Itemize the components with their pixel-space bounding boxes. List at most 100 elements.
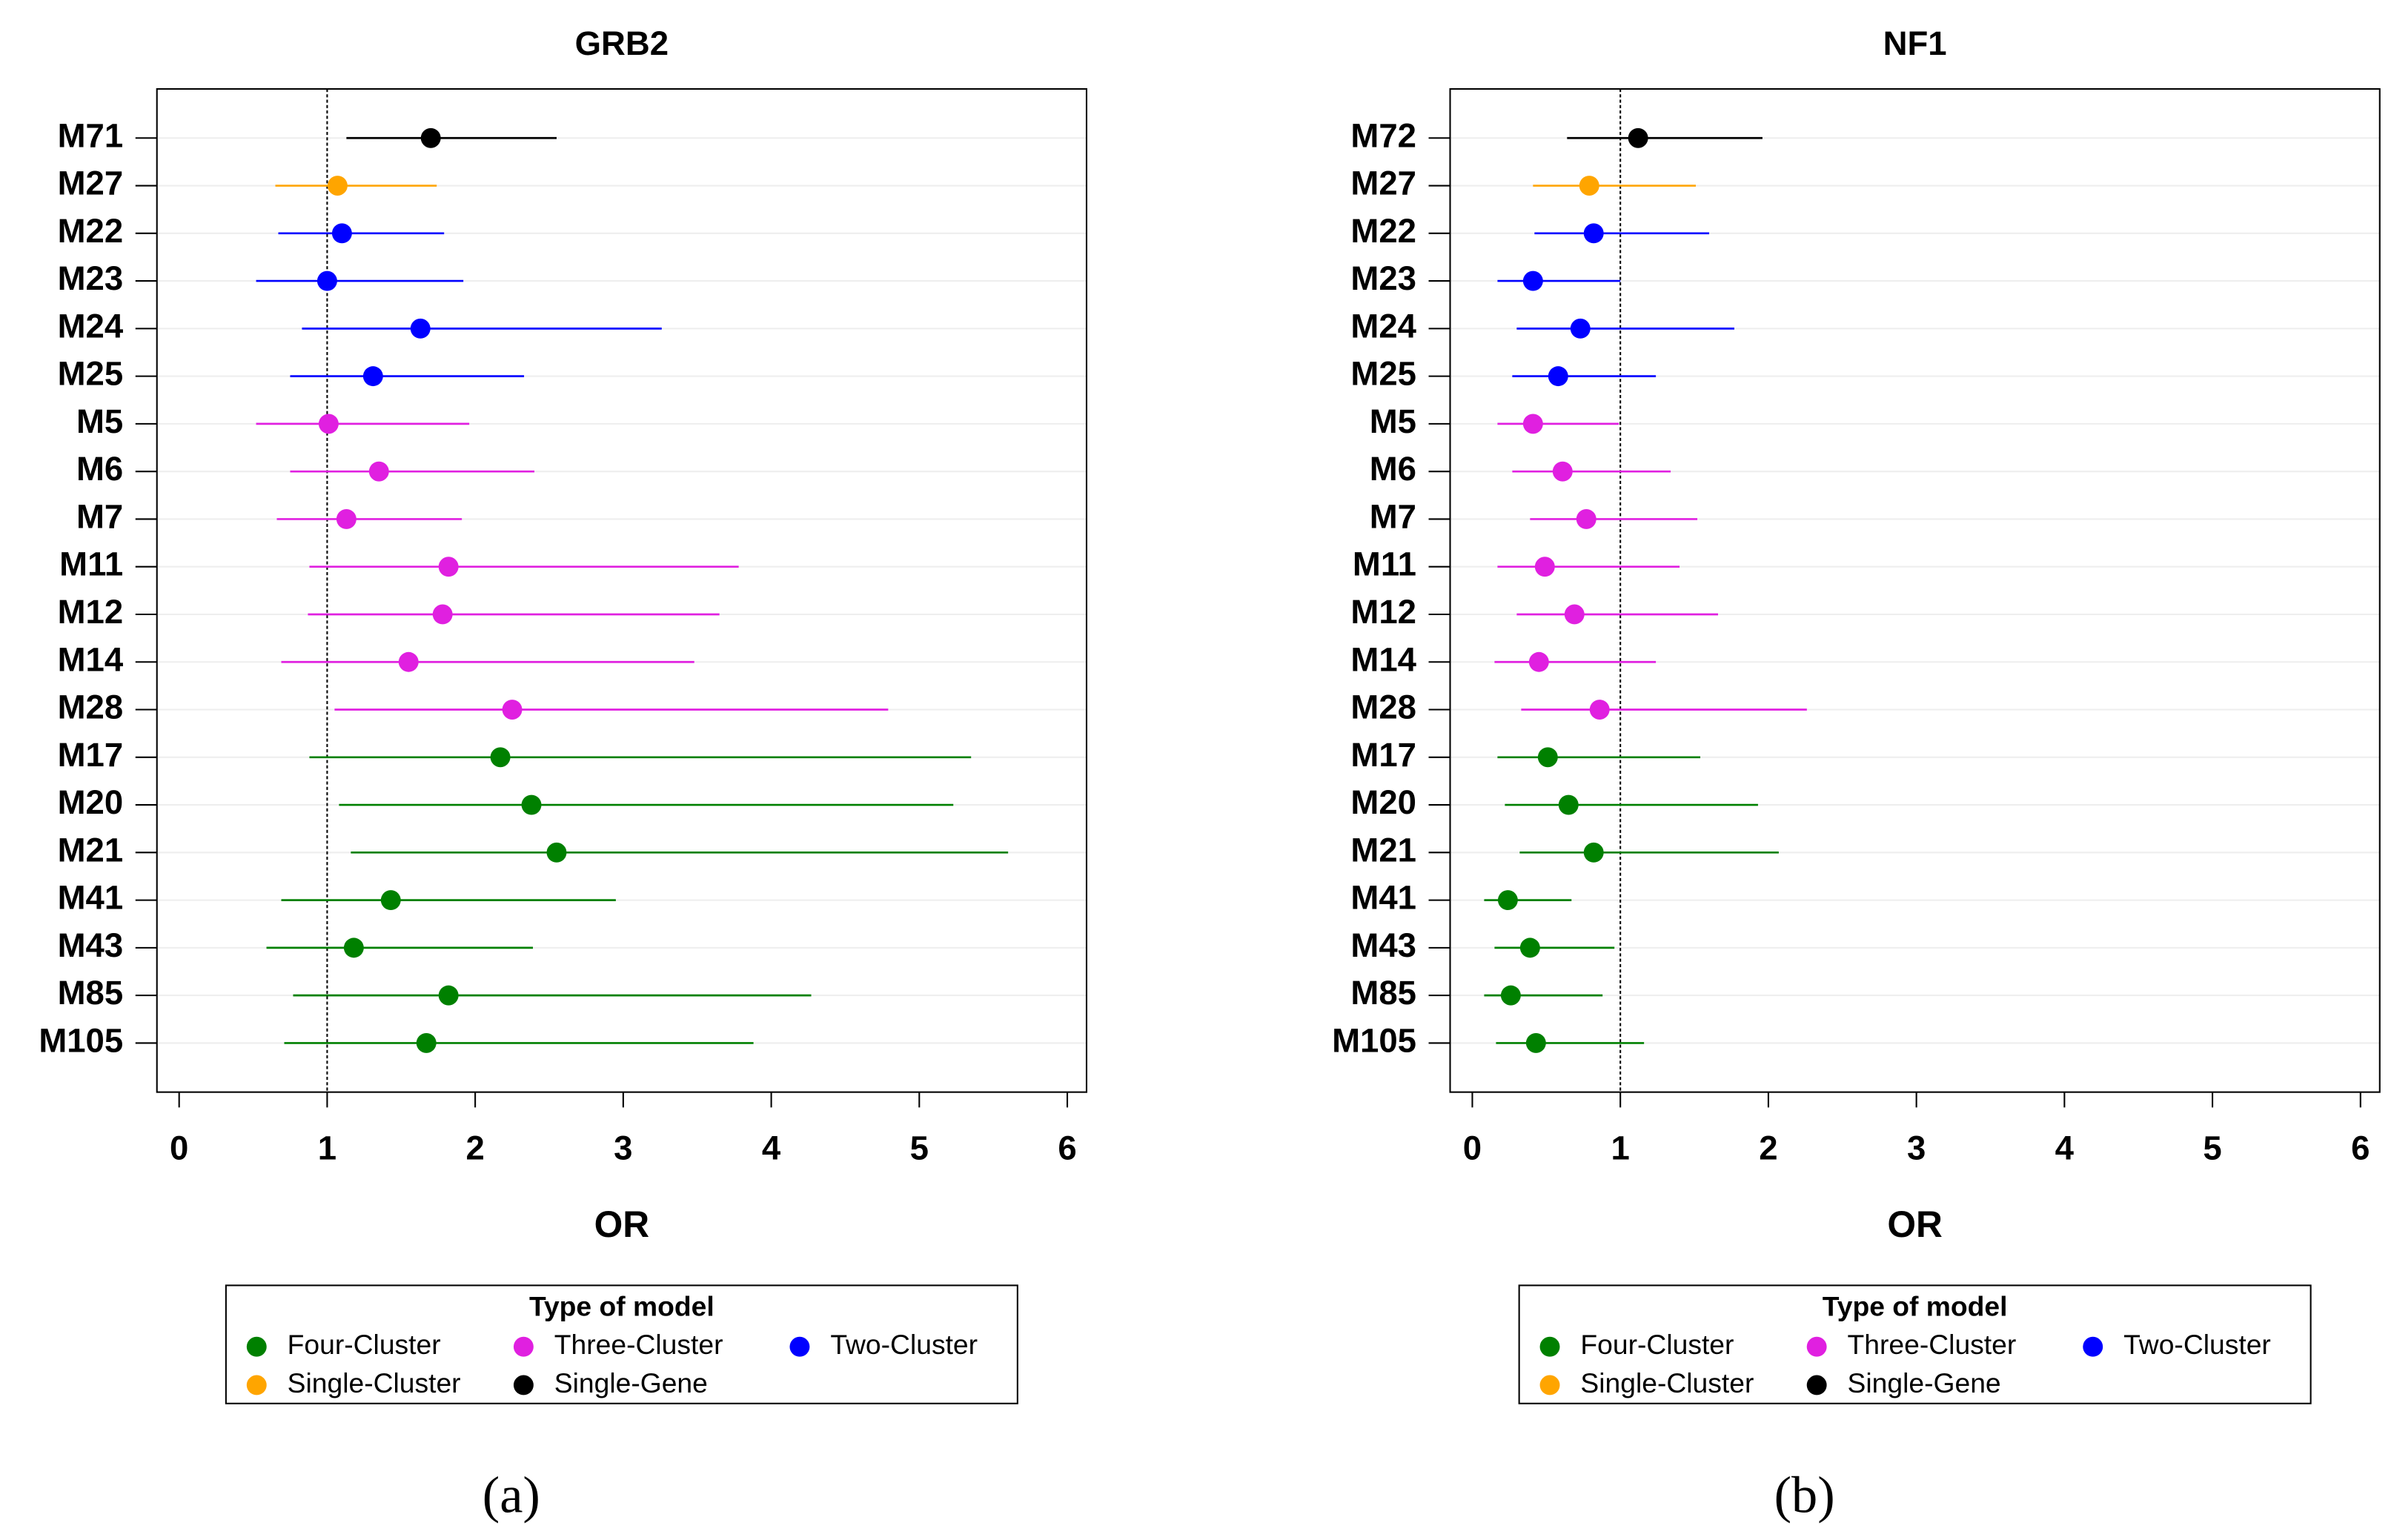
- x-tick-label: 5: [910, 1129, 929, 1166]
- point: [1519, 937, 1540, 958]
- legend-marker: [513, 1375, 534, 1395]
- legend-label: Three-Cluster: [554, 1329, 723, 1360]
- point: [1589, 700, 1610, 720]
- plot-frame: [156, 88, 1088, 1093]
- panel-label: (a): [483, 1466, 540, 1524]
- y-tick-label: M11: [59, 545, 123, 583]
- point: [380, 890, 401, 911]
- panel: NF1 M72 M27 M22 M23 M24 M25 M5 M6 M7 M11 M12 M14 M28 M…: [1332, 24, 2381, 1524]
- y-tick-label: M14: [1350, 640, 1416, 678]
- y-tick-label: M12: [58, 593, 124, 631]
- point: [1579, 176, 1599, 196]
- legend-marker: [789, 1336, 810, 1357]
- point: [1583, 842, 1604, 863]
- point: [1576, 508, 1596, 529]
- legend-marker: [246, 1336, 267, 1357]
- x-tick-label: 1: [318, 1129, 336, 1166]
- legend-label: Single-Cluster: [1580, 1367, 1754, 1398]
- y-tick-label: M27: [58, 165, 124, 202]
- y-tick-label: M17: [1350, 736, 1416, 774]
- x-axis-label: OR: [594, 1204, 649, 1245]
- point: [1548, 366, 1568, 387]
- chart-title: GRB2: [575, 24, 669, 62]
- y-tick-label: M5: [1370, 402, 1416, 440]
- point: [1522, 414, 1543, 434]
- y-tick-label: M7: [76, 497, 123, 535]
- point: [416, 1032, 437, 1053]
- legend-marker: [1539, 1375, 1560, 1395]
- panel-label: (b): [1774, 1466, 1835, 1524]
- y-tick-label: M7: [1370, 497, 1416, 535]
- point: [1537, 747, 1558, 768]
- x-tick-label: 1: [1611, 1129, 1630, 1166]
- point: [1558, 794, 1579, 815]
- x-tick-label: 0: [170, 1129, 188, 1166]
- chart-title: NF1: [1883, 24, 1947, 62]
- y-tick-label: M21: [58, 831, 124, 869]
- x-tick-label: 5: [2203, 1129, 2221, 1166]
- legend-label: Two-Cluster: [830, 1329, 978, 1360]
- y-tick-label: M25: [1350, 355, 1416, 393]
- point: [546, 842, 567, 863]
- legend-title: Type of model: [529, 1290, 714, 1321]
- point: [1564, 604, 1585, 625]
- legend-label: Four-Cluster: [288, 1329, 441, 1360]
- plot-frame: [1449, 88, 2381, 1093]
- point: [1525, 1032, 1546, 1053]
- point: [343, 937, 364, 958]
- y-tick-label: M20: [1350, 783, 1416, 821]
- point: [1534, 557, 1555, 577]
- point: [438, 557, 459, 577]
- legend-marker: [513, 1336, 534, 1357]
- y-tick-label: M17: [58, 736, 124, 774]
- point: [327, 176, 348, 196]
- y-tick-label: M24: [1350, 307, 1416, 345]
- legend-frame: [225, 1284, 1018, 1404]
- x-tick-label: 2: [465, 1129, 484, 1166]
- point: [1628, 127, 1648, 148]
- point: [398, 651, 419, 672]
- legend-marker: [2083, 1336, 2103, 1357]
- x-tick-label: 2: [1759, 1129, 1777, 1166]
- y-tick-label: M27: [1350, 165, 1416, 202]
- legend-frame: [1518, 1284, 2312, 1404]
- y-tick-label: M43: [58, 926, 124, 964]
- y-tick-label: M23: [1350, 259, 1416, 297]
- y-tick-label: M43: [1350, 926, 1416, 964]
- point: [336, 508, 357, 529]
- y-tick-label: M72: [1350, 116, 1416, 154]
- x-axis-label: OR: [1887, 1204, 1942, 1245]
- point: [362, 366, 383, 387]
- legend-label: Single-Cluster: [288, 1367, 461, 1398]
- y-tick-label: M25: [58, 355, 124, 393]
- legend-marker: [1806, 1336, 1827, 1357]
- point: [1552, 461, 1573, 482]
- x-tick-label: 4: [2055, 1129, 2075, 1166]
- point: [1583, 223, 1604, 244]
- y-tick-label: M12: [1350, 593, 1416, 631]
- point: [368, 461, 389, 482]
- point: [1497, 890, 1518, 911]
- x-tick-label: 6: [1058, 1129, 1076, 1166]
- panel: GRB2 M71 M27 M22 M23 M24 M25 M5 M6 M7 M11 M12 M14 M28…: [39, 24, 1088, 1524]
- x-tick-label: 4: [762, 1129, 781, 1166]
- y-tick-label: M11: [1353, 545, 1416, 583]
- x-tick-label: 3: [1907, 1129, 1926, 1166]
- y-tick-label: M28: [58, 688, 124, 726]
- x-tick-label: 0: [1463, 1129, 1482, 1166]
- x-tick-label: 3: [614, 1129, 632, 1166]
- y-tick-label: M71: [58, 116, 124, 154]
- point: [521, 794, 542, 815]
- y-tick-label: M5: [76, 402, 123, 440]
- legend-marker: [246, 1375, 267, 1395]
- point: [432, 604, 453, 625]
- point: [1500, 985, 1521, 1006]
- y-tick-label: M105: [39, 1021, 123, 1059]
- legend-label: Four-Cluster: [1580, 1329, 1734, 1360]
- point: [420, 127, 441, 148]
- y-tick-label: M105: [1332, 1021, 1416, 1059]
- y-tick-label: M6: [76, 450, 123, 488]
- y-tick-label: M14: [58, 640, 124, 678]
